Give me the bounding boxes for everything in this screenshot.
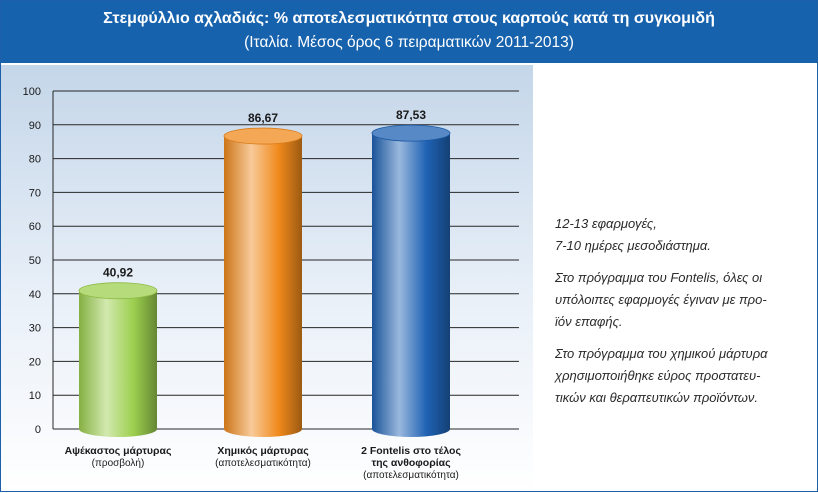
- x-category-label: Αψέκαστος μάρτυρας: [65, 445, 172, 457]
- note-2-line-3: ϊόν επαφής.: [555, 314, 623, 329]
- bar: [223, 127, 303, 437]
- labels: 0 10 20 30 40 50 60 70 80 90 100 40,92 Αψέκαστος μάρ…: [23, 86, 462, 481]
- y-tick-label: 40: [29, 289, 41, 301]
- bar-top: [223, 127, 303, 145]
- chart-subtitle: (Ιταλία. Μέσος όρος 6 πειραματικών 2011-…: [244, 34, 574, 51]
- chart-header: Στεμφύλλιο αχλαδιάς: % αποτελεσματικότητ…: [1, 1, 817, 63]
- data-label: 40,92: [103, 266, 133, 280]
- bars: [78, 124, 451, 437]
- note-3-line-3: τικών και θεραπευτικών προϊόντων.: [555, 390, 759, 405]
- note-1-line-1: 12-13 εφαρμογές,: [555, 216, 657, 231]
- x-category-label: 2 Fontelis στο τέλος: [361, 445, 461, 457]
- note-3-line-1: Στο πρόγραμμα του χημικού μάρτυρα: [555, 346, 768, 361]
- x-category-label: Χημικός μάρτυρας: [217, 445, 309, 457]
- y-tick-label: 0: [35, 424, 41, 436]
- x-category-label: (αποτελεσματικότητα): [215, 457, 311, 469]
- note-2-line-2: υπόλοιπες εφαρμογές έγιναν με προ-: [555, 292, 767, 307]
- y-tick-label: 70: [29, 187, 41, 199]
- y-tick-label: 50: [29, 255, 41, 267]
- bar-body: [79, 290, 157, 437]
- bar: [78, 282, 158, 437]
- x-category-label: (αποτελεσματικότητα): [363, 469, 459, 481]
- y-tick-label: 30: [29, 323, 41, 335]
- chart-title: Στεμφύλλιο αχλαδιάς: % αποτελεσματικότητ…: [103, 10, 715, 27]
- y-tick-label: 10: [29, 390, 41, 402]
- notes-panel: 12-13 εφαρμογές, 7-10 ημέρες μεσοδιάστημ…: [555, 213, 795, 419]
- note-2-line-1: Στο πρόγραμμα του Fontelis, όλες οι: [555, 270, 763, 285]
- data-label: 87,53: [396, 108, 426, 122]
- y-tick-label: 60: [29, 221, 41, 233]
- note-2: Στο πρόγραμμα του Fontelis, όλες οι υπόλ…: [555, 267, 795, 333]
- bar: [371, 124, 451, 437]
- y-tick-label: 100: [23, 86, 41, 98]
- note-1-line-2: 7-10 ημέρες μεσοδιάστημα.: [555, 238, 711, 253]
- note-3-line-2: χρησιμοποιήθηκε εύρος προστατευ-: [555, 368, 761, 383]
- bar-top: [78, 282, 158, 300]
- note-3: Στο πρόγραμμα του χημικού μάρτυρα χρησιμ…: [555, 343, 795, 409]
- bar-body: [224, 136, 302, 437]
- y-tick-label: 20: [29, 356, 41, 368]
- y-tick-label: 80: [29, 154, 41, 166]
- note-1: 12-13 εφαρμογές, 7-10 ημέρες μεσοδιάστημ…: [555, 213, 795, 257]
- bar-body: [372, 133, 450, 437]
- x-category-label: (προσβολή): [92, 457, 145, 469]
- bar-top: [371, 124, 451, 142]
- x-category-label: της ανθοφορίας: [371, 457, 451, 469]
- data-label: 86,67: [248, 111, 278, 125]
- y-tick-label: 90: [29, 120, 41, 132]
